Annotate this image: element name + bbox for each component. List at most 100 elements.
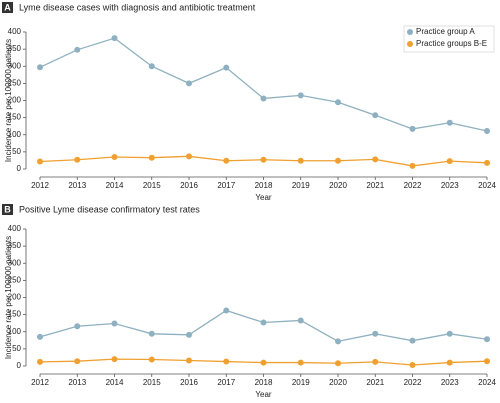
data-point	[484, 358, 490, 365]
y-axis-label: Incidence rate per 100000 patients	[4, 39, 13, 162]
data-point	[37, 333, 43, 340]
x-tick-label: 2012	[31, 378, 49, 387]
x-tick-label: 2017	[217, 378, 235, 387]
data-point	[446, 158, 453, 165]
data-point	[409, 337, 416, 344]
data-point	[335, 99, 341, 106]
panel-label: A	[4, 2, 11, 12]
data-point	[223, 157, 230, 164]
data-point	[335, 338, 341, 345]
legend-marker	[407, 29, 413, 35]
data-point	[409, 162, 416, 169]
data-point	[111, 35, 118, 42]
data-point	[297, 92, 304, 99]
x-tick-label: 2018	[255, 378, 273, 387]
data-point	[37, 358, 43, 365]
y-tick-label: 300	[8, 61, 22, 70]
y-tick-label: 50	[12, 344, 21, 353]
x-tick-label: 2013	[68, 181, 86, 190]
data-point	[297, 317, 304, 324]
x-tick-label: 2020	[329, 181, 347, 190]
y-tick-label: 200	[8, 96, 22, 105]
x-tick-label: 2019	[292, 378, 310, 387]
x-tick-label: 2017	[217, 181, 235, 190]
x-tick-label: 2024	[478, 181, 496, 190]
x-tick-label: 2023	[441, 378, 459, 387]
data-point	[37, 158, 43, 165]
data-point	[186, 357, 192, 364]
data-point	[372, 156, 379, 163]
y-tick-label: 300	[8, 258, 22, 267]
data-point	[148, 63, 155, 70]
y-tick-label: 400	[8, 27, 22, 36]
x-tick-label: 2019	[292, 181, 310, 190]
data-point	[372, 330, 379, 337]
data-point	[186, 80, 192, 87]
data-point	[74, 358, 81, 365]
y-tick-label: 100	[8, 130, 22, 139]
y-tick-label: 350	[8, 44, 22, 53]
panel-label-box	[2, 2, 13, 13]
data-point	[260, 156, 267, 163]
legend-box	[403, 25, 495, 53]
data-point	[111, 356, 118, 363]
x-tick-label: 2015	[143, 378, 161, 387]
x-tick-label: 2012	[31, 181, 49, 190]
legend-marker	[407, 41, 413, 47]
x-tick-label: 2014	[106, 378, 124, 387]
y-tick-label: 250	[8, 275, 22, 284]
data-point	[223, 358, 230, 365]
data-point	[111, 154, 118, 161]
x-axis-label: Year	[255, 390, 272, 399]
panel-title: Lyme disease cases with diagnosis and an…	[19, 2, 256, 12]
y-tick-label: 100	[8, 327, 22, 336]
data-point	[446, 119, 453, 126]
data-point	[186, 153, 192, 160]
panel-title: Positive Lyme disease confirmatory test …	[19, 204, 200, 214]
data-point	[148, 154, 155, 161]
x-tick-label: 2016	[180, 378, 198, 387]
panel-label-box	[2, 204, 13, 215]
legend-label: Practice group A	[416, 27, 475, 36]
data-point	[186, 331, 192, 338]
data-point	[111, 320, 118, 327]
data-point	[446, 359, 453, 366]
data-point	[74, 156, 81, 163]
data-point	[260, 319, 267, 326]
x-tick-label: 2022	[404, 181, 422, 190]
y-tick-label: 200	[8, 293, 22, 302]
x-tick-label: 2023	[441, 181, 459, 190]
data-point	[297, 157, 304, 164]
x-tick-label: 2018	[255, 181, 273, 190]
x-tick-label: 2021	[366, 181, 384, 190]
data-point	[148, 330, 155, 337]
x-axis-label: Year	[255, 193, 272, 202]
y-tick-label: 350	[8, 241, 22, 250]
data-point	[446, 330, 453, 337]
y-tick-label: 0	[17, 164, 22, 173]
data-point	[484, 159, 490, 166]
series-line	[39, 309, 488, 343]
data-point	[260, 359, 267, 366]
data-point	[409, 361, 416, 368]
data-point	[372, 358, 379, 365]
x-tick-label: 2021	[366, 378, 384, 387]
x-tick-label: 2013	[68, 378, 86, 387]
data-point	[260, 95, 267, 102]
panel-label: B	[4, 204, 11, 214]
x-tick-label: 2022	[404, 378, 422, 387]
data-point	[74, 46, 81, 53]
y-axis-label: Incidence rate per 100000 patients	[4, 236, 13, 359]
data-point	[484, 336, 490, 343]
x-tick-label: 2014	[106, 181, 124, 190]
y-tick-label: 0	[17, 361, 22, 370]
y-tick-label: 400	[8, 224, 22, 233]
y-tick-label: 150	[8, 113, 22, 122]
data-point	[223, 64, 230, 71]
data-point	[37, 64, 43, 71]
y-tick-label: 150	[8, 310, 22, 319]
data-point	[409, 125, 416, 132]
legend-label: Practice groups B-E	[416, 39, 487, 48]
data-point	[223, 307, 230, 314]
